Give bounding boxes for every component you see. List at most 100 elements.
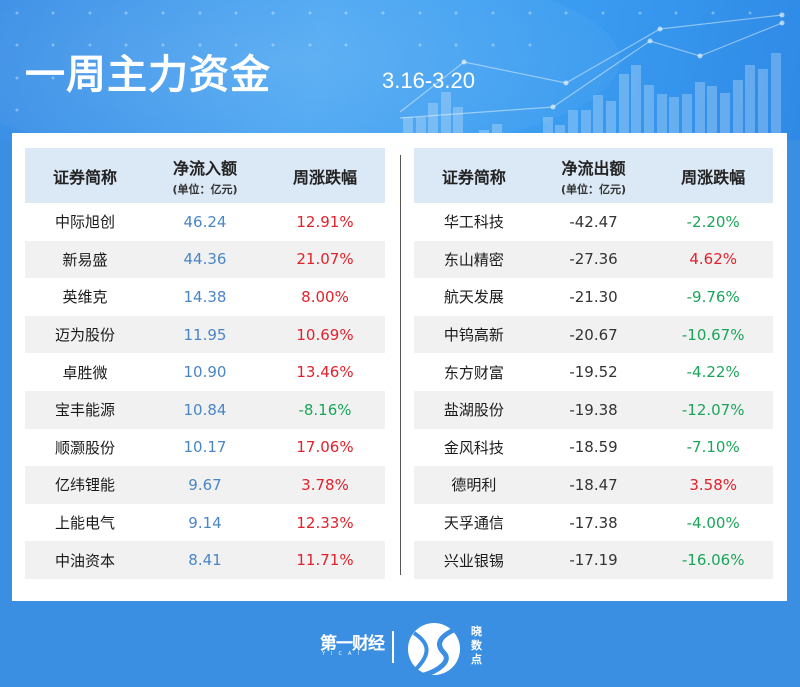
date-range: 3.16-3.20 <box>382 68 475 93</box>
table-row: 上能电气 9.14 12.33% <box>25 504 385 542</box>
net-amount: -42.47 <box>569 212 618 231</box>
footer-branding: 第一财经 YICAI 晓数点 <box>0 601 800 687</box>
net-amount: -20.67 <box>569 325 618 344</box>
weekly-change: 17.06% <box>296 438 354 457</box>
column-header-change: 周涨跌幅 <box>265 164 385 188</box>
weekly-change: 11.71% <box>296 551 354 570</box>
content-card: 证券简称 净流入额 (单位：亿元) 周涨跌幅 中际旭创 46.24 12.91% 新易… <box>12 133 787 601</box>
table-row: 英维克 14.38 8.00% <box>25 278 385 316</box>
page-title: 一周主力资金 <box>25 52 271 98</box>
brand-name: 第一财经 <box>320 634 385 654</box>
xiaoshudian-logo-icon <box>408 623 460 678</box>
weekly-change: -9.76% <box>686 287 740 306</box>
decorative-wave <box>0 0 620 140</box>
net-amount: 11.95 <box>183 325 227 344</box>
stock-name: 金风科技 <box>443 438 504 457</box>
table-header: 证券简称 净流出额 (单位：亿元) 周涨跌幅 <box>414 148 773 203</box>
column-header-amount: 净流出额 (单位：亿元) <box>534 155 654 197</box>
stock-name: 东山精密 <box>443 250 504 269</box>
net-amount: -19.52 <box>569 363 618 382</box>
table-divider <box>400 155 401 575</box>
table-row: 中油资本 8.41 11.71% <box>25 541 385 579</box>
table-row: 中际旭创 46.24 12.91% <box>25 203 385 241</box>
net-amount: -19.38 <box>569 400 618 419</box>
column-label: 净流出额 <box>561 158 626 178</box>
column-label: 周涨跌幅 <box>681 167 746 187</box>
table-row: 新易盛 44.36 21.07% <box>25 240 385 279</box>
column-unit: (单位：亿元) <box>560 182 627 196</box>
weekly-change: 12.33% <box>296 513 354 532</box>
net-amount: 44.36 <box>183 250 227 269</box>
net-amount: 8.41 <box>188 551 222 570</box>
table-row: 华工科技 -42.47 -2.20% <box>414 203 773 241</box>
column-label: 周涨跌幅 <box>292 167 357 187</box>
table-row: 兴业银锡 -17.19 -16.06% <box>414 541 773 579</box>
stock-name: 中际旭创 <box>54 213 115 232</box>
table-row: 航天发展 -21.30 -9.76% <box>414 278 773 316</box>
table-row: 顺灏股份 10.17 17.06% <box>25 429 385 467</box>
weekly-change: -4.00% <box>686 513 740 532</box>
column-label: 净流入额 <box>172 158 237 178</box>
stock-name: 英维克 <box>62 288 108 307</box>
net-amount: -18.47 <box>569 475 618 494</box>
stock-name: 亿纬锂能 <box>54 476 115 495</box>
stock-name: 上能电气 <box>54 514 115 533</box>
net-amount: 10.84 <box>183 400 227 419</box>
weekly-change: 21.07% <box>296 250 354 269</box>
stock-name: 东方财富 <box>443 363 504 382</box>
table-row: 宝丰能源 10.84 -8.16% <box>25 390 385 429</box>
weekly-change: 3.58% <box>689 475 737 494</box>
stock-name: 德明利 <box>451 476 497 495</box>
net-amount: 10.90 <box>183 363 227 382</box>
weekly-change: 10.69% <box>296 325 354 344</box>
weekly-change: -4.22% <box>686 363 740 382</box>
column-header-name: 证券简称 <box>414 164 534 188</box>
weekly-change: -16.06% <box>681 551 745 570</box>
stock-name: 中油资本 <box>54 551 115 570</box>
stock-name: 顺灏股份 <box>54 438 115 457</box>
table-row: 卓胜微 10.90 13.46% <box>25 353 385 391</box>
weekly-change: 13.46% <box>296 363 354 382</box>
stock-name: 兴业银锡 <box>443 551 504 570</box>
table-row: 德明利 -18.47 3.58% <box>414 466 773 504</box>
net-amount: -17.19 <box>569 551 618 570</box>
weekly-change: -12.07% <box>681 400 745 419</box>
weekly-change: 12.91% <box>296 212 354 231</box>
table-row: 中钨高新 -20.67 -10.67% <box>414 315 773 354</box>
net-amount: 10.17 <box>183 438 227 457</box>
net-amount: -18.59 <box>569 438 618 457</box>
stock-name: 宝丰能源 <box>54 401 115 420</box>
weekly-change: 4.62% <box>689 250 737 269</box>
weekly-change: -2.20% <box>686 212 740 231</box>
brand-name-secondary: 晓数点 <box>471 625 482 666</box>
stock-name: 天孚通信 <box>443 514 504 533</box>
table-row: 亿纬锂能 9.67 3.78% <box>25 466 385 504</box>
column-header-amount: 净流入额 (单位：亿元) <box>145 155 265 197</box>
stock-name: 华工科技 <box>443 213 504 232</box>
stock-name: 盐湖股份 <box>443 401 504 420</box>
column-header-change: 周涨跌幅 <box>653 164 773 188</box>
weekly-change: -7.10% <box>686 438 740 457</box>
weekly-change: -10.67% <box>681 325 745 344</box>
table-row: 金风科技 -18.59 -7.10% <box>414 429 773 467</box>
outflow-table: 证券简称 净流出额 (单位：亿元) 周涨跌幅 华工科技 -42.47 -2.20% 东… <box>414 148 773 579</box>
weekly-change: 3.78% <box>301 475 349 494</box>
column-label: 证券简称 <box>441 167 506 187</box>
stock-name: 新易盛 <box>62 250 108 269</box>
yicai-logo: 第一财经 YICAI <box>320 629 385 657</box>
table-row: 东方财富 -19.52 -4.22% <box>414 353 773 391</box>
net-amount: 9.14 <box>188 513 222 532</box>
brand-subtitle: YICAI <box>322 651 365 657</box>
table-row: 盐湖股份 -19.38 -12.07% <box>414 390 773 429</box>
logo-separator <box>392 631 394 663</box>
net-amount: -17.38 <box>569 513 618 532</box>
net-amount: 14.38 <box>183 287 227 306</box>
weekly-change: -8.16% <box>298 400 352 419</box>
stock-name: 卓胜微 <box>62 363 108 382</box>
stock-name: 中钨高新 <box>443 326 504 345</box>
net-amount: -21.30 <box>569 287 618 306</box>
net-amount: 9.67 <box>188 475 222 494</box>
column-label: 证券简称 <box>52 167 117 187</box>
decorative-dots <box>15 11 752 112</box>
header-banner: 一周主力资金 3.16-3.20 <box>0 0 800 140</box>
